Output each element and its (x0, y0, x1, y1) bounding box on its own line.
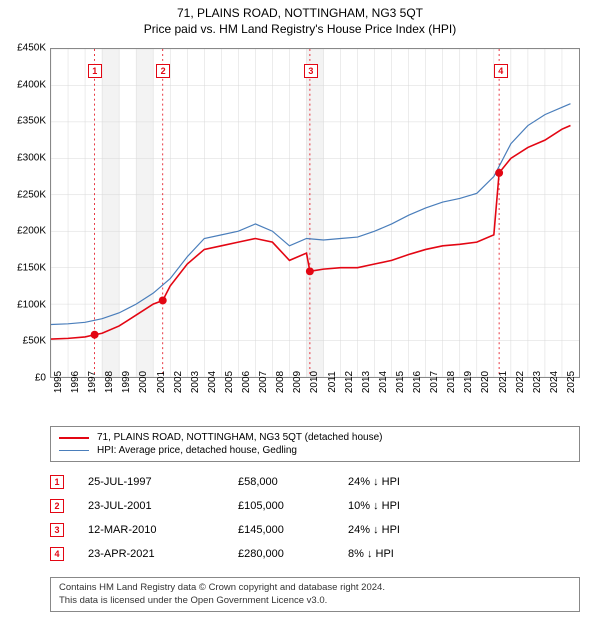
x-tick-label: 1996 (70, 371, 81, 393)
x-tick-label: 2007 (258, 371, 269, 393)
x-tick-label: 1998 (104, 371, 115, 393)
table-row: 2 23-JUL-2001£105,00010% ↓ HPI (50, 494, 580, 518)
chart-svg (51, 49, 579, 377)
x-tick-label: 2018 (446, 371, 457, 393)
legend-box: 71, PLAINS ROAD, NOTTINGHAM, NG3 5QT (de… (50, 426, 580, 462)
y-tick-label: £250K (17, 189, 46, 200)
table-price: £280,000 (238, 548, 348, 560)
y-tick-label: £400K (17, 79, 46, 90)
x-tick-label: 2019 (463, 371, 474, 393)
table-price: £145,000 (238, 524, 348, 536)
legend-swatch (59, 450, 89, 451)
chart-container: 71, PLAINS ROAD, NOTTINGHAM, NG3 5QT Pri… (0, 0, 600, 620)
y-tick-label: £300K (17, 153, 46, 164)
x-tick-label: 1997 (87, 371, 98, 393)
table-row: 3 12-MAR-2010£145,00024% ↓ HPI (50, 518, 580, 542)
table-row: 4 23-APR-2021£280,0008% ↓ HPI (50, 542, 580, 566)
table-delta: 8% ↓ HPI (348, 548, 458, 560)
table-row: 1 25-JUL-1997£58,00024% ↓ HPI (50, 470, 580, 494)
table-date: 23-APR-2021 (88, 548, 238, 560)
footer-line-2: This data is licensed under the Open Gov… (59, 595, 571, 607)
table-date: 25-JUL-1997 (88, 476, 238, 488)
table-delta: 10% ↓ HPI (348, 500, 458, 512)
x-tick-label: 2009 (292, 371, 303, 393)
x-tick-label: 2022 (515, 371, 526, 393)
y-tick-label: £200K (17, 226, 46, 237)
y-tick-label: £350K (17, 116, 46, 127)
x-tick-label: 2013 (361, 371, 372, 393)
x-tick-label: 2016 (412, 371, 423, 393)
legend-label: 71, PLAINS ROAD, NOTTINGHAM, NG3 5QT (de… (97, 432, 382, 443)
table-marker: 4 (50, 547, 64, 561)
x-tick-label: 1995 (53, 371, 64, 393)
y-tick-label: £50K (23, 336, 46, 347)
legend-label: HPI: Average price, detached house, Gedl… (97, 445, 297, 456)
y-tick-label: £150K (17, 263, 46, 274)
event-marker: 4 (494, 64, 508, 78)
event-marker: 3 (304, 64, 318, 78)
x-tick-label: 2010 (309, 371, 320, 393)
legend-row: 71, PLAINS ROAD, NOTTINGHAM, NG3 5QT (de… (59, 431, 571, 444)
title-block: 71, PLAINS ROAD, NOTTINGHAM, NG3 5QT Pri… (0, 0, 600, 36)
x-tick-label: 2005 (224, 371, 235, 393)
x-tick-label: 2012 (344, 371, 355, 393)
y-tick-label: £100K (17, 299, 46, 310)
x-tick-label: 2003 (190, 371, 201, 393)
x-tick-label: 2000 (138, 371, 149, 393)
x-tick-label: 2008 (275, 371, 286, 393)
table-delta: 24% ↓ HPI (348, 524, 458, 536)
table-marker: 2 (50, 499, 64, 513)
x-tick-label: 2025 (566, 371, 577, 393)
x-tick-label: 2001 (156, 371, 167, 393)
title-sub: Price paid vs. HM Land Registry's House … (0, 22, 600, 36)
event-marker: 1 (88, 64, 102, 78)
table-price: £58,000 (238, 476, 348, 488)
x-axis: 1995199619971998199920002001200220032004… (50, 378, 580, 428)
table-price: £105,000 (238, 500, 348, 512)
sales-table: 125-JUL-1997£58,00024% ↓ HPI223-JUL-2001… (50, 470, 580, 566)
x-tick-label: 2020 (480, 371, 491, 393)
legend-row: HPI: Average price, detached house, Gedl… (59, 444, 571, 457)
y-tick-label: £450K (17, 43, 46, 54)
x-tick-label: 2002 (173, 371, 184, 393)
y-tick-label: £0 (35, 373, 46, 384)
table-marker: 1 (50, 475, 64, 489)
y-axis: £0£50K£100K£150K£200K£250K£300K£350K£400… (0, 48, 50, 378)
x-tick-label: 2006 (241, 371, 252, 393)
x-tick-label: 2021 (498, 371, 509, 393)
table-marker: 3 (50, 523, 64, 537)
x-tick-label: 1999 (121, 371, 132, 393)
table-date: 23-JUL-2001 (88, 500, 238, 512)
event-marker: 2 (156, 64, 170, 78)
footer-line-1: Contains HM Land Registry data © Crown c… (59, 582, 571, 594)
x-tick-label: 2023 (532, 371, 543, 393)
table-date: 12-MAR-2010 (88, 524, 238, 536)
x-tick-label: 2024 (549, 371, 560, 393)
legend-swatch (59, 437, 89, 439)
title-main: 71, PLAINS ROAD, NOTTINGHAM, NG3 5QT (0, 6, 600, 20)
x-tick-label: 2011 (327, 371, 338, 393)
x-tick-label: 2004 (207, 371, 218, 393)
footer-note: Contains HM Land Registry data © Crown c… (50, 577, 580, 612)
table-delta: 24% ↓ HPI (348, 476, 458, 488)
x-tick-label: 2017 (429, 371, 440, 393)
x-tick-label: 2015 (395, 371, 406, 393)
chart-area: 1 2 3 4 (50, 48, 580, 378)
x-tick-label: 2014 (378, 371, 389, 393)
